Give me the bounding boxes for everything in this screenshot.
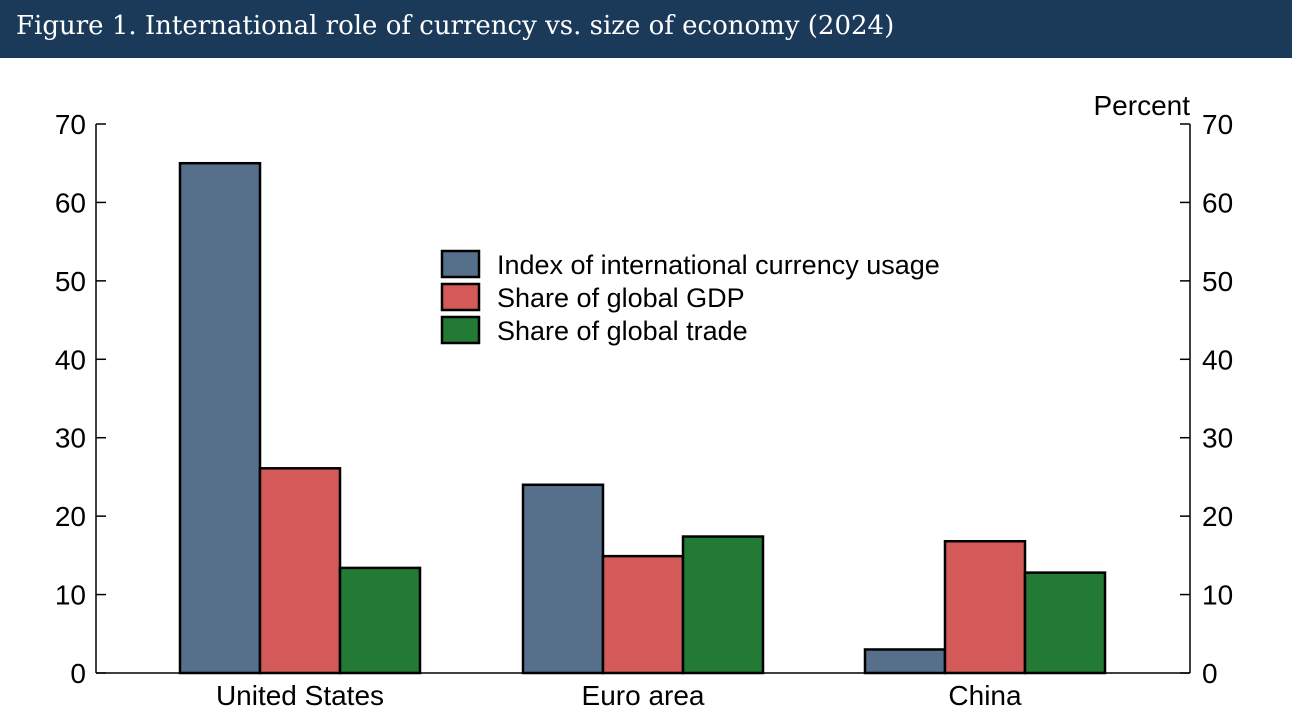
y-tick-label-left: 60 [55,187,86,218]
bar-chart: 0 0 10 10 20 20 30 30 40 40 50 50 60 60 70 70 United Sta… [55,90,1233,711]
y-tick-label-left: 40 [55,344,86,375]
legend-label: Index of international currency usage [497,250,940,280]
legend-swatch [440,315,481,345]
bar [1023,571,1107,675]
y-tick-label-left: 10 [55,580,86,611]
x-tick-label: Euro area [582,680,705,711]
bar [681,535,765,675]
y-tick-label-left: 30 [55,423,86,454]
bar [338,566,422,675]
x-tick-label: United States [216,680,384,711]
chart-axes: 0 0 10 10 20 20 30 30 40 40 50 50 60 60 70 70 United Sta… [55,109,1233,711]
bar [178,161,262,675]
unit-label: Percent [1094,90,1191,121]
bar [863,648,947,675]
y-tick-label-left: 70 [55,109,86,140]
bar [601,554,685,675]
bar [943,539,1027,675]
figure-title: Figure 1. International role of currency… [0,0,1292,58]
y-tick-label-right: 70 [1202,109,1233,140]
legend-swatch [440,249,481,279]
bar [258,467,342,675]
bar [521,483,605,675]
y-tick-label-left: 0 [70,658,86,689]
chart-legend: Index of international currency usageSha… [440,249,940,346]
legend-label: Share of global GDP [497,283,745,313]
legend-swatch [440,282,481,312]
y-tick-label-right: 60 [1202,187,1233,218]
y-tick-label-right: 50 [1202,266,1233,297]
y-tick-label-left: 50 [55,266,86,297]
y-tick-label-left: 20 [55,501,86,532]
y-tick-label-right: 10 [1202,580,1233,611]
y-tick-label-right: 20 [1202,501,1233,532]
y-tick-label-right: 0 [1202,658,1218,689]
y-tick-label-right: 40 [1202,344,1233,375]
legend-label: Share of global trade [497,316,748,346]
y-tick-label-right: 30 [1202,423,1233,454]
chart-bars [178,161,1107,675]
x-tick-label: China [948,680,1022,711]
